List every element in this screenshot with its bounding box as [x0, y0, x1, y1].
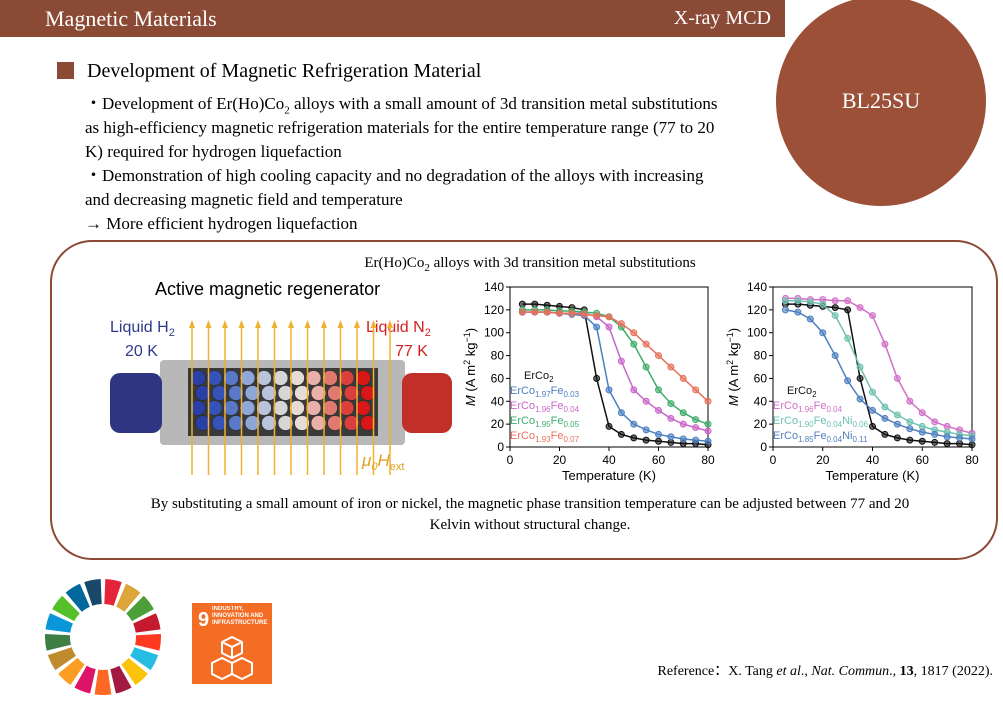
sdg-wheel-segment [84, 579, 102, 606]
sdg-wheel-segment [116, 583, 141, 612]
text: Er(Ho)Co [364, 255, 425, 271]
sdg-wheel-segment [45, 613, 73, 633]
sdg-wheel-segment [58, 657, 85, 686]
text: , 1817 (2022). [913, 664, 993, 679]
category: X-ray MCD [673, 7, 771, 29]
text: Nat. Commun [811, 664, 890, 679]
text: ., [800, 664, 812, 679]
sdg-wheel-segment [110, 665, 132, 694]
sdg-wheel-segment [121, 657, 148, 686]
sdg-wheel-segment [135, 633, 161, 651]
subscript: 2 [284, 104, 290, 117]
sdg-label: INDUSTRY, INNOVATION AND INFRASTRUCTURE [212, 606, 268, 626]
bullet-square [57, 62, 74, 79]
sdg-tile [192, 603, 272, 684]
caption: By substituting a small amount of iron o… [150, 496, 910, 533]
page-title: Magnetic Materials [45, 6, 217, 31]
beamline: BL25SU [841, 88, 921, 113]
cube [211, 656, 253, 681]
sdg-wheel-segment [130, 647, 159, 671]
bullet: ・Development of Er(Ho)Co2 alloys with a … [85, 92, 730, 164]
sdg-wheel-segment [74, 665, 96, 694]
figure-frame [50, 240, 998, 560]
text: Reference：X. Tang [657, 664, 777, 679]
text: alloys with 3d transition metal substitu… [429, 255, 696, 271]
sdg-wheel-segment [44, 633, 71, 651]
sdg-wheel-segment [126, 595, 154, 622]
text: 13 [899, 664, 914, 679]
header-bar: Magnetic Materials X-ray MCD [0, 0, 785, 37]
text: alloys with a small amount of 3d transit… [85, 94, 718, 161]
sdg-wheel-segment [94, 669, 112, 695]
heading: Development of Magnetic Refrigeration Ma… [87, 60, 482, 82]
sdg-wheel-segment [47, 647, 76, 671]
sdg-icon [211, 635, 253, 681]
text: ・Development of Er(Ho)Co [85, 94, 285, 113]
figure-title: Er(Ho)Co2 alloys with 3d transition meta… [250, 255, 810, 274]
text: ., [889, 664, 900, 679]
sdg-wheel-segment [65, 583, 90, 612]
sdg-label-box: INDUSTRY, INNOVATION AND INFRASTRUCTURE [212, 606, 268, 626]
cube [221, 635, 243, 660]
reference: Reference：X. Tang et al., Nat. Commun., … [657, 660, 993, 680]
sdg-number: 9 [198, 609, 209, 631]
subscript: 2 [424, 262, 430, 274]
beamline-badge: BL25SU [776, 0, 986, 206]
text: et al [776, 664, 801, 679]
sdg-wheel-segment [52, 595, 80, 622]
sdg-wheel-segment [133, 613, 161, 633]
bullet: ・Demonstration of high cooling capacity … [85, 166, 704, 209]
sdg-wheel-segment [104, 579, 122, 606]
bullets: ・Development of Er(Ho)Co2 alloys with a … [85, 92, 730, 236]
bullet: → More efficient hydrogen liquefaction [85, 214, 358, 233]
